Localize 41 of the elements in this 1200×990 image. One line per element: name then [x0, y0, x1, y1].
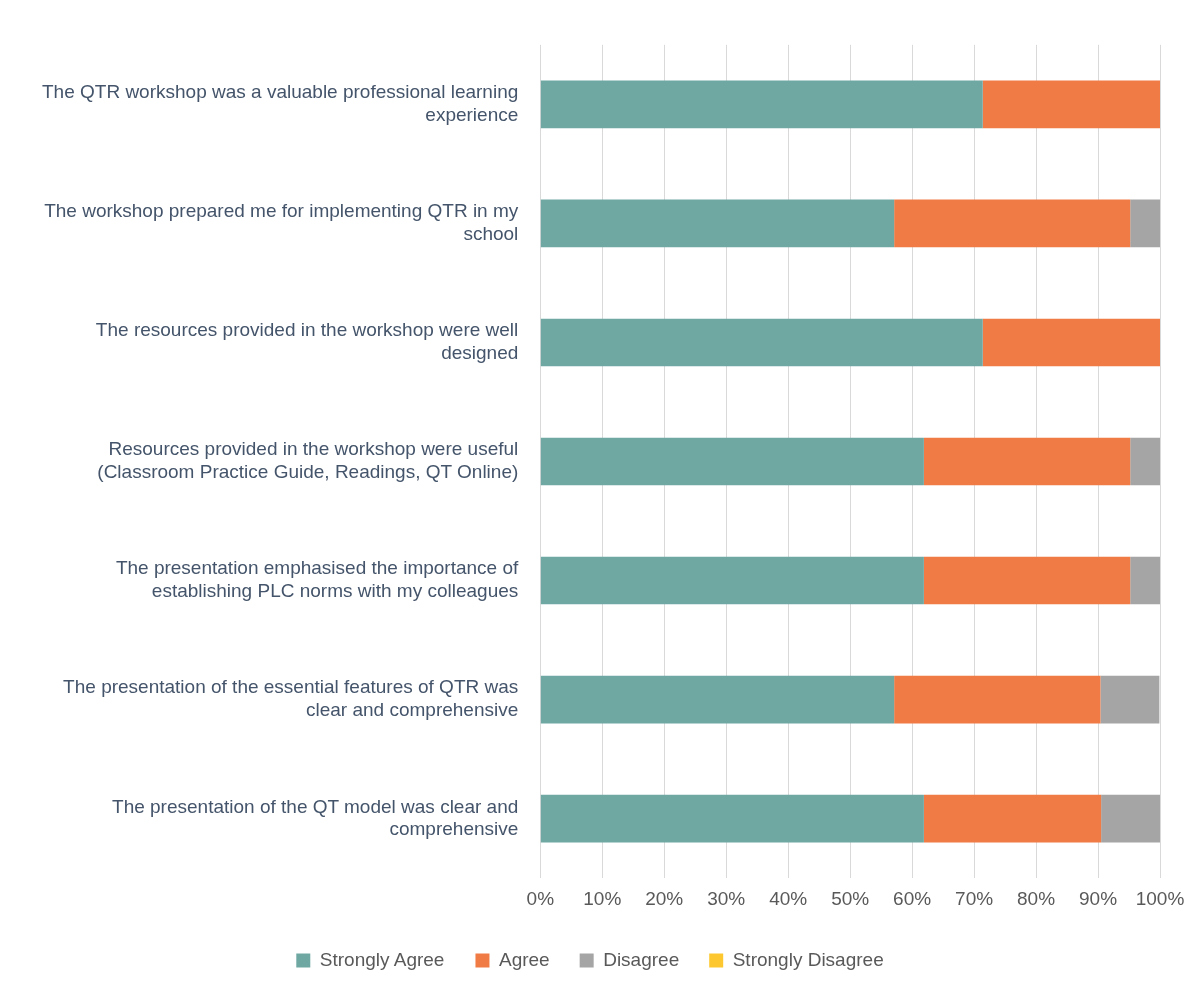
x-tick-label: 10%: [583, 887, 622, 909]
bar: [1100, 675, 1160, 724]
x-tick-label: 0%: [526, 887, 555, 909]
y-tick-label: Resources provided in the workshop were useful (Classroom Practice Guide, Readings, QT Online): [97, 438, 519, 483]
bar: [540, 437, 924, 486]
bar: [540, 199, 895, 248]
legend-label: Disagree: [603, 948, 680, 970]
y-tick-label: The presentation of the QT model was clear and comprehensive: [112, 795, 519, 840]
x-tick-label: 30%: [707, 887, 746, 909]
bar: [923, 794, 1102, 843]
legend-label: Strongly Disagree: [732, 948, 884, 970]
bar: [1101, 794, 1160, 843]
y-tick-label: The workshop prepared me for implementing QTR in my school: [44, 200, 519, 245]
x-tick-label: 40%: [769, 887, 808, 909]
bar: [540, 675, 895, 724]
bar: [1130, 437, 1160, 486]
bar: [540, 318, 983, 367]
bar: [1130, 556, 1160, 605]
bar: [923, 437, 1131, 486]
x-tick-label: 80%: [1017, 887, 1056, 909]
x-tick-label: 100%: [1135, 887, 1185, 909]
y-tick-label: The QTR workshop was a valuable professional learning experience: [41, 81, 519, 125]
bar: [982, 80, 1160, 129]
y-tick-label: The presentation of the essential features of QTR was clear and comprehensive: [63, 676, 519, 721]
bar: [540, 80, 983, 129]
bar: [894, 675, 1101, 724]
x-tick-label: 70%: [955, 887, 994, 909]
legend-label: Agree: [498, 948, 550, 970]
x-tick-label: 60%: [893, 887, 932, 909]
x-tick-label: 20%: [645, 887, 684, 909]
y-tick-label: The resources provided in the workshop were well designed: [95, 319, 519, 364]
bar: [540, 556, 924, 605]
x-tick-label: 90%: [1079, 887, 1118, 909]
legend-label: Strongly Agree: [319, 948, 445, 970]
bar: [1130, 199, 1160, 248]
bar: [923, 556, 1131, 605]
bar: [540, 794, 924, 843]
bar: [894, 199, 1131, 248]
x-tick-label: 50%: [831, 887, 870, 909]
bar: [982, 318, 1160, 367]
y-tick-label: The presentation emphasised the importance of establishing PLC norms with my colleagues: [115, 557, 520, 602]
